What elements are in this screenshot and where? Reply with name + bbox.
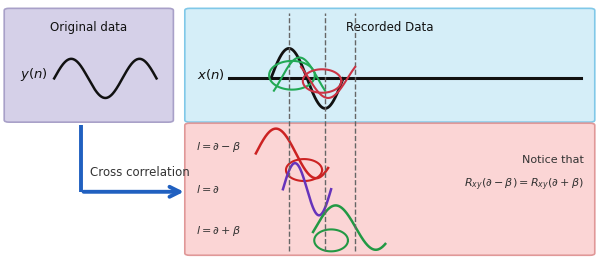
FancyBboxPatch shape: [185, 8, 595, 122]
Text: $\mathit{l} = \partial$: $\mathit{l} = \partial$: [196, 183, 220, 195]
Text: $y(n)$: $y(n)$: [20, 66, 48, 82]
Text: Cross correlation: Cross correlation: [90, 166, 190, 179]
Text: $\mathit{l} = \partial - \beta$: $\mathit{l} = \partial - \beta$: [196, 140, 241, 154]
FancyBboxPatch shape: [185, 123, 595, 255]
Text: $x(n)$: $x(n)$: [197, 67, 225, 81]
Text: $\mathit{l} = \partial + \beta$: $\mathit{l} = \partial + \beta$: [196, 224, 241, 239]
FancyBboxPatch shape: [4, 8, 173, 122]
Text: Original data: Original data: [50, 21, 128, 34]
Text: Notice that: Notice that: [522, 155, 584, 165]
Text: Recorded Data: Recorded Data: [346, 21, 433, 34]
Text: $R_{xy}(\partial-\beta)= R_{xy}(\partial+\beta)$: $R_{xy}(\partial-\beta)= R_{xy}(\partial…: [464, 176, 584, 193]
